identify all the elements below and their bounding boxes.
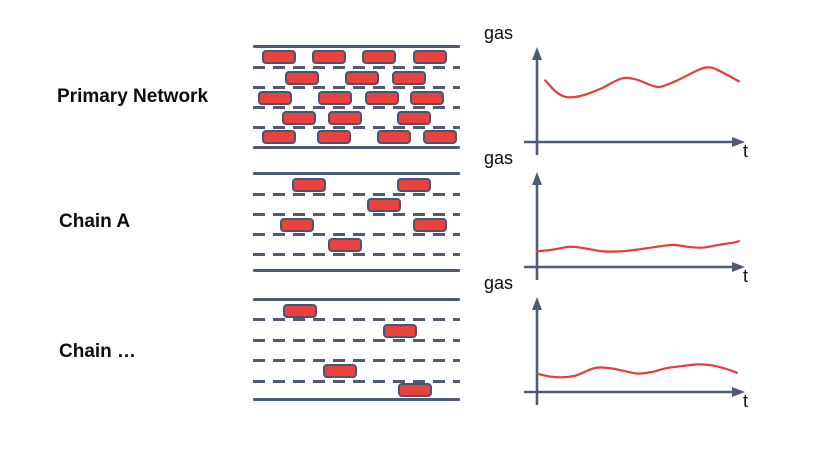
slot-divider-dashed-line xyxy=(253,193,460,196)
tx-block xyxy=(285,71,319,85)
tx-block xyxy=(328,111,362,125)
tx-block xyxy=(262,50,296,64)
tx-block xyxy=(423,130,457,144)
tx-block xyxy=(383,324,417,338)
tx-block xyxy=(345,71,379,85)
tx-block xyxy=(292,178,326,192)
slot-divider-dashed-line xyxy=(253,233,460,236)
tx-block xyxy=(367,198,401,212)
gas-chart-svg xyxy=(524,172,745,280)
lane-top-line xyxy=(253,298,460,301)
slot-divider-dashed-line xyxy=(253,380,460,383)
slot-divider-dashed-line xyxy=(253,318,460,321)
gas-curve xyxy=(535,240,740,253)
gas-axis-label: gas xyxy=(484,273,514,293)
slot-divider-dashed-line xyxy=(253,339,460,342)
y-axis-arrowhead-icon xyxy=(532,297,542,310)
chain-label-chain-ellipsis: Chain … xyxy=(59,341,137,362)
x-axis-arrowhead-icon xyxy=(732,137,745,147)
blocks-diagram-primary-network xyxy=(253,45,460,149)
tx-block xyxy=(318,91,352,105)
gas-chart-svg xyxy=(524,297,745,405)
gas-axis-label: gas xyxy=(484,148,514,168)
t-axis-label: t xyxy=(743,141,749,161)
tx-block xyxy=(258,91,292,105)
tx-block xyxy=(413,218,447,232)
gas-chart-chain-ellipsis: gas t xyxy=(470,260,770,418)
slot-divider-dashed-line xyxy=(253,106,460,109)
lane-top-line xyxy=(253,172,460,175)
tx-block xyxy=(262,130,296,144)
slot-divider-dashed-line xyxy=(253,359,460,362)
tx-block xyxy=(397,178,431,192)
blocks-diagram-chain-a xyxy=(253,172,460,272)
gas-curve xyxy=(535,363,738,379)
gas-curve xyxy=(544,66,740,99)
t-axis-label: t xyxy=(743,266,749,286)
tx-block xyxy=(362,50,396,64)
gas-chart-chain-a: gas t xyxy=(470,135,770,293)
lane-top-line xyxy=(253,45,460,48)
chain-label-chain-a: Chain A xyxy=(59,211,131,232)
gas-chart-svg xyxy=(524,47,745,155)
tx-block xyxy=(317,130,351,144)
y-axis-arrowhead-icon xyxy=(532,172,542,185)
tx-block xyxy=(280,218,314,232)
lane-bottom-line xyxy=(253,398,460,401)
tx-block xyxy=(398,383,432,397)
tx-block xyxy=(410,91,444,105)
x-axis-arrowhead-icon xyxy=(732,387,745,397)
lane-bottom-line xyxy=(253,146,460,149)
tx-block xyxy=(328,238,362,252)
tx-block xyxy=(365,91,399,105)
blocks-diagram-chain-ellipsis xyxy=(253,298,460,401)
y-axis-arrowhead-icon xyxy=(532,47,542,60)
slot-divider-dashed-line xyxy=(253,66,460,69)
x-axis-arrowhead-icon xyxy=(732,262,745,272)
tx-block xyxy=(323,364,357,378)
tx-block xyxy=(312,50,346,64)
chain-label-primary-network: Primary Network xyxy=(57,86,209,107)
slot-divider-dashed-line xyxy=(253,86,460,89)
gas-chart-primary-network: gas t xyxy=(470,10,770,168)
slot-divider-dashed-line xyxy=(253,213,460,216)
tx-block xyxy=(397,111,431,125)
tx-block xyxy=(392,71,426,85)
tx-block xyxy=(282,111,316,125)
slot-divider-dashed-line xyxy=(253,126,460,129)
lane-bottom-line xyxy=(253,269,460,272)
gas-axis-label: gas xyxy=(484,23,514,43)
tx-block xyxy=(377,130,411,144)
t-axis-label: t xyxy=(743,391,749,411)
tx-block xyxy=(413,50,447,64)
slot-divider-dashed-line xyxy=(253,253,460,256)
tx-block xyxy=(283,304,317,318)
